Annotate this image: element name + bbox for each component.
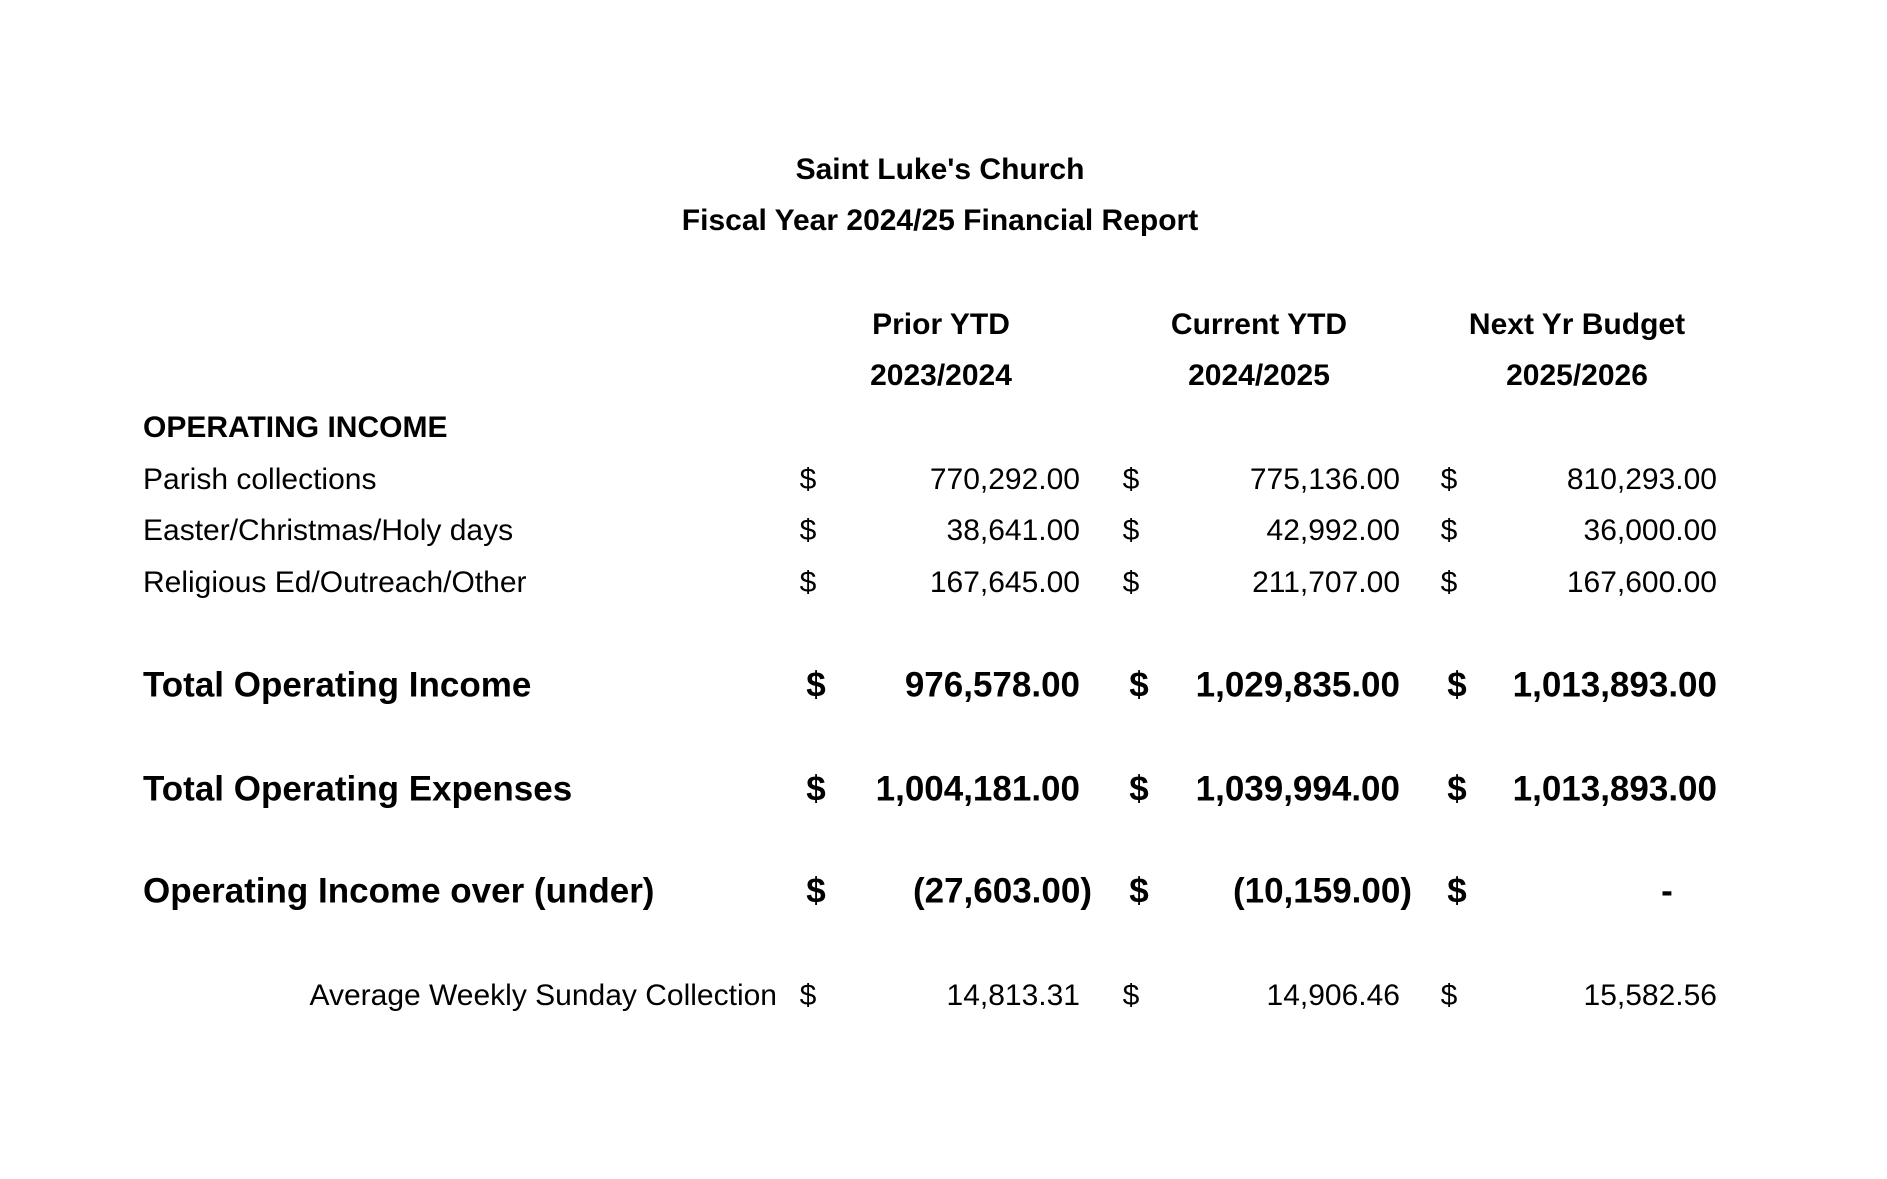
summary-row-value: 1,013,893.00: [1512, 769, 1717, 809]
income-row-value: 167,645.00: [929, 566, 1080, 599]
currency-symbol: $: [1122, 566, 1140, 599]
currency-symbol: $: [1129, 871, 1149, 911]
summary-row-value: 1,013,893.00: [1512, 665, 1717, 705]
currency-symbol: $: [799, 463, 817, 496]
currency-symbol: $: [1440, 463, 1458, 496]
income-row-value: 36,000.00: [1583, 514, 1717, 547]
currency-symbol: $: [1440, 566, 1458, 599]
income-row-value: 167,600.00: [1566, 566, 1717, 599]
income-row-value: 42,992.00: [1266, 514, 1400, 547]
report-subtitle: Fiscal Year 2024/25 Financial Report: [681, 204, 1199, 237]
currency-symbol: $: [1447, 665, 1467, 705]
column-header-current: Current YTD: [1170, 308, 1348, 341]
currency-symbol: $: [806, 871, 826, 911]
income-row-label: Religious Ed/Outreach/Other: [143, 566, 527, 599]
summary-row-value: 976,578.00: [904, 665, 1080, 705]
currency-symbol: $: [1447, 769, 1467, 809]
column-header-prior: Prior YTD: [872, 308, 1010, 341]
average-row-value: 15,582.56: [1583, 979, 1717, 1012]
summary-row-label: Total Operating Income: [143, 665, 532, 705]
income-row-value: 810,293.00: [1566, 463, 1717, 496]
income-row-label: Parish collections: [143, 463, 377, 496]
summary-row-value: (10,159.00): [1232, 871, 1412, 911]
summary-row-value: 1,039,994.00: [1195, 769, 1400, 809]
summary-row-label: Operating Income over (under): [143, 871, 655, 911]
currency-symbol: $: [1129, 665, 1149, 705]
income-row-value: 38,641.00: [946, 514, 1080, 547]
summary-row-value: -: [1661, 871, 1673, 911]
income-row-value: 775,136.00: [1249, 463, 1400, 496]
summary-row-value: 1,029,835.00: [1195, 665, 1400, 705]
currency-symbol: $: [1447, 871, 1467, 911]
income-row-value: 211,707.00: [1252, 566, 1400, 599]
currency-symbol: $: [1440, 514, 1458, 547]
currency-symbol: $: [806, 769, 826, 809]
currency-symbol: $: [799, 514, 817, 547]
average-row-value: 14,813.31: [946, 979, 1080, 1012]
currency-symbol: $: [806, 665, 826, 705]
report-title: Saint Luke's Church: [795, 153, 1085, 186]
average-row-value: 14,906.46: [1266, 979, 1400, 1012]
column-header-budget: Next Yr Budget: [1468, 308, 1686, 341]
column-period-budget: 2025/2026: [1506, 359, 1648, 392]
income-row-value: 770,292.00: [929, 463, 1080, 496]
currency-symbol: $: [1122, 514, 1140, 547]
currency-symbol: $: [1129, 769, 1149, 809]
summary-row-value: (27,603.00): [912, 871, 1092, 911]
currency-symbol: $: [799, 566, 817, 599]
summary-row-value: 1,004,181.00: [875, 769, 1080, 809]
average-row-label: Average Weekly Sunday Collection: [309, 979, 778, 1012]
currency-symbol: $: [799, 979, 817, 1012]
column-period-prior: 2023/2024: [870, 359, 1012, 392]
currency-symbol: $: [1122, 463, 1140, 496]
column-period-current: 2024/2025: [1188, 359, 1330, 392]
currency-symbol: $: [1122, 979, 1140, 1012]
section-heading: OPERATING INCOME: [143, 411, 448, 444]
summary-row-label: Total Operating Expenses: [143, 769, 573, 809]
currency-symbol: $: [1440, 979, 1458, 1012]
income-row-label: Easter/Christmas/Holy days: [143, 514, 514, 547]
